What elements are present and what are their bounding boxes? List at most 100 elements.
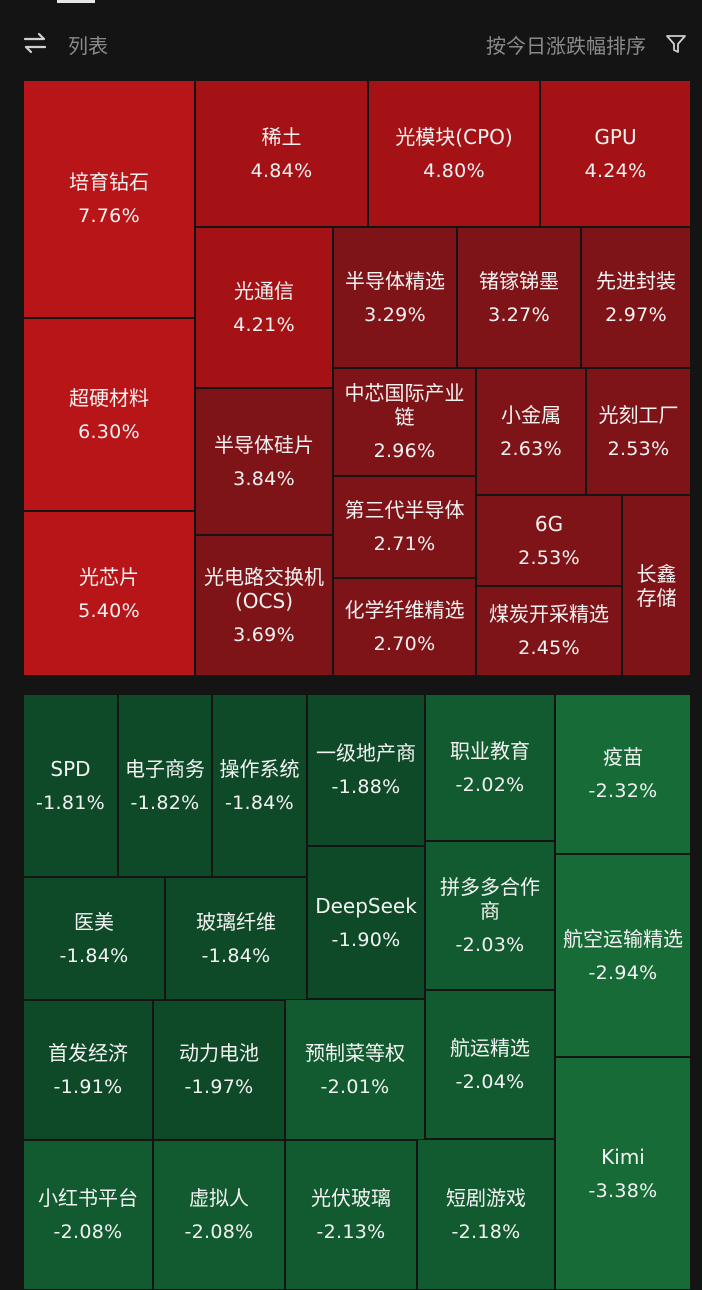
sector-name: 操作系统 bbox=[219, 756, 300, 781]
sector-change: -2.94% bbox=[588, 961, 658, 984]
sector-name: 光芯片 bbox=[79, 564, 139, 589]
sector-name: 职业教育 bbox=[450, 738, 530, 763]
gain-sector-tile[interactable]: 半导体精选 3.29% bbox=[333, 227, 457, 368]
sector-name: 电子商务 bbox=[125, 756, 205, 781]
sector-name: 虚拟人 bbox=[189, 1186, 249, 1210]
sector-change: 2.71% bbox=[373, 533, 436, 555]
sector-name: 第三代半导体 bbox=[344, 498, 465, 522]
sector-change: 2.45% bbox=[518, 637, 580, 659]
sector-change: 3.29% bbox=[364, 303, 426, 326]
sector-name: 先进封装 bbox=[596, 268, 676, 293]
tab-indicator bbox=[57, 0, 95, 3]
gain-sector-tile[interactable]: 半导体硅片 3.84% bbox=[195, 388, 333, 535]
sector-change: -2.04% bbox=[455, 1070, 525, 1093]
sector-change: -1.90% bbox=[331, 928, 401, 951]
sector-change: 2.96% bbox=[373, 440, 436, 462]
sector-change: -1.97% bbox=[184, 1076, 254, 1098]
sector-name: 锗镓锑墨 bbox=[479, 268, 559, 293]
gain-sector-tile[interactable]: 光刻工厂 2.53% bbox=[586, 368, 691, 495]
sector-name: 超硬材料 bbox=[69, 385, 149, 410]
sector-name: 预制菜等权 bbox=[305, 1040, 405, 1065]
lose-sector-tile[interactable]: 短剧游戏 -2.18% bbox=[417, 1139, 555, 1290]
sector-name: 光模块(CPO) bbox=[395, 124, 513, 149]
lose-sector-tile[interactable]: 疫苗 -2.32% bbox=[555, 694, 691, 854]
sector-name: 首发经济 bbox=[48, 1041, 128, 1065]
sector-name: 动力电池 bbox=[179, 1041, 259, 1065]
sector-change: 6.30% bbox=[78, 420, 140, 443]
sector-change: 2.63% bbox=[500, 437, 562, 460]
gain-sector-tile[interactable]: 稀土 4.84% bbox=[195, 80, 368, 227]
gain-sector-tile[interactable]: 光模块(CPO) 4.80% bbox=[368, 80, 540, 227]
sector-change: -3.38% bbox=[588, 1179, 658, 1202]
gain-sector-tile[interactable]: GPU 4.24% bbox=[540, 80, 691, 227]
gain-sector-tile[interactable]: 小金属 2.63% bbox=[476, 368, 586, 495]
gain-sector-tile[interactable]: 培育钻石 7.76% bbox=[23, 80, 195, 318]
sector-change: -2.08% bbox=[53, 1221, 123, 1243]
lose-sector-tile[interactable]: 虚拟人 -2.08% bbox=[153, 1140, 285, 1290]
gain-sector-tile[interactable]: 第三代半导体 2.71% bbox=[333, 476, 476, 578]
gain-sector-tile[interactable]: 化学纤维精选 2.70% bbox=[333, 578, 476, 676]
sector-change: -2.02% bbox=[455, 773, 525, 796]
lose-sector-tile[interactable]: 首发经济 -1.91% bbox=[23, 1000, 153, 1140]
lose-sector-tile[interactable]: 预制菜等权 -2.01% bbox=[285, 999, 425, 1140]
sector-change: -1.84% bbox=[201, 944, 271, 967]
sort-selector[interactable]: 按今日涨跌幅排序 bbox=[486, 34, 646, 58]
sector-change: 4.80% bbox=[423, 159, 485, 182]
lose-sector-tile[interactable]: 小红书平台 -2.08% bbox=[23, 1140, 153, 1290]
sector-name: 玻璃纤维 bbox=[196, 909, 276, 934]
list-view-toggle[interactable]: 列表 bbox=[68, 34, 108, 58]
lose-sector-tile[interactable]: 操作系统 -1.84% bbox=[212, 694, 307, 877]
sector-name: Kimi bbox=[601, 1144, 645, 1169]
sector-name: 拼多多合作商 bbox=[440, 874, 540, 923]
sector-name: 半导体精选 bbox=[345, 268, 445, 293]
filter-icon[interactable] bbox=[664, 32, 688, 56]
sector-name: 煤炭开采精选 bbox=[489, 602, 609, 626]
lose-sector-tile[interactable]: 电子商务 -1.82% bbox=[118, 694, 212, 877]
sector-change: -1.88% bbox=[331, 776, 401, 798]
sector-name: 光刻工厂 bbox=[598, 402, 679, 427]
sector-name: 中芯国际产业链 bbox=[344, 381, 465, 429]
gain-sector-tile[interactable]: 超硬材料 6.30% bbox=[23, 318, 195, 511]
lose-sector-tile[interactable]: 拼多多合作商 -2.03% bbox=[425, 841, 555, 990]
gain-sector-tile[interactable]: 6G 2.53% bbox=[476, 495, 622, 586]
sector-name: 培育钻石 bbox=[69, 170, 149, 194]
sector-change: -1.84% bbox=[224, 791, 294, 814]
gain-sector-tile[interactable]: 煤炭开采精选 2.45% bbox=[476, 586, 622, 676]
sector-change: -1.91% bbox=[53, 1076, 123, 1098]
lose-sector-tile[interactable]: 一级地产商 -1.88% bbox=[307, 694, 425, 846]
sector-change: -1.81% bbox=[35, 791, 105, 814]
lose-sector-tile[interactable]: 光伏玻璃 -2.13% bbox=[285, 1140, 417, 1290]
gain-sector-tile[interactable]: 长鑫存储 bbox=[622, 495, 691, 676]
sector-name: 小红书平台 bbox=[38, 1186, 138, 1210]
gain-sector-tile[interactable]: 光通信 4.21% bbox=[195, 227, 333, 388]
sector-change: 4.84% bbox=[250, 159, 313, 182]
gain-sector-tile[interactable]: 先进封装 2.97% bbox=[581, 227, 691, 368]
lose-sector-tile[interactable]: Kimi -3.38% bbox=[555, 1057, 691, 1290]
sector-change: -2.08% bbox=[184, 1221, 254, 1243]
sector-change: -2.18% bbox=[451, 1220, 521, 1243]
gain-sector-tile[interactable]: 光电路交换机(OCS) 3.69% bbox=[195, 535, 333, 676]
swap-arrows-icon[interactable] bbox=[22, 30, 48, 56]
sector-change: 2.97% bbox=[605, 303, 667, 326]
sector-change: -2.13% bbox=[316, 1221, 386, 1243]
lose-sector-tile[interactable]: 动力电池 -1.97% bbox=[153, 1000, 285, 1140]
gain-sector-tile[interactable]: 中芯国际产业链 2.96% bbox=[333, 368, 476, 476]
gain-sector-tile[interactable]: 锗镓锑墨 3.27% bbox=[457, 227, 581, 368]
lose-sector-tile[interactable]: 航运精选 -2.04% bbox=[425, 990, 555, 1139]
sector-change: 2.53% bbox=[518, 546, 580, 569]
lose-sector-tile[interactable]: 职业教育 -2.02% bbox=[425, 694, 555, 841]
sector-name: 长鑫存储 bbox=[636, 561, 677, 610]
sector-name: 航运精选 bbox=[450, 1035, 530, 1060]
gain-sector-tile[interactable]: 光芯片 5.40% bbox=[23, 511, 195, 676]
lose-sector-tile[interactable]: 航空运输精选 -2.94% bbox=[555, 854, 691, 1057]
lose-sector-tile[interactable]: 玻璃纤维 -1.84% bbox=[165, 877, 307, 1000]
lose-sector-tile[interactable]: SPD -1.81% bbox=[23, 694, 118, 877]
lose-sector-tile[interactable]: 医美 -1.84% bbox=[23, 877, 165, 1000]
lose-sector-tile[interactable]: DeepSeek -1.90% bbox=[307, 846, 425, 999]
sector-change: 5.40% bbox=[78, 599, 140, 622]
sector-name: 航空运输精选 bbox=[563, 926, 683, 951]
sector-name: 小金属 bbox=[501, 402, 561, 427]
sector-change: 2.70% bbox=[373, 633, 436, 655]
sector-change: -2.32% bbox=[588, 780, 658, 802]
